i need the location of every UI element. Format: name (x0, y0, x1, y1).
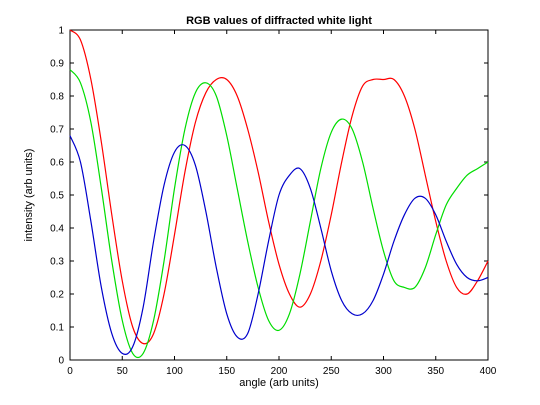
green-series-line (69, 69, 489, 359)
y-tick-label: 0.2 (50, 290, 64, 301)
y-tick-label: 0.1 (50, 323, 64, 334)
y-tick-label: 0.9 (50, 59, 64, 70)
x-tick-label: 200 (271, 366, 288, 377)
y-tick-label: 0.3 (50, 257, 64, 268)
y-tick-label: 0.6 (50, 158, 64, 169)
x-tick-label: 150 (218, 366, 235, 377)
x-tick-label: 100 (166, 366, 183, 377)
y-tick-label: 0.4 (50, 224, 64, 235)
x-tick-label: 250 (323, 366, 340, 377)
x-tick-label: 400 (480, 366, 497, 377)
chart-title: RGB values of diffracted white light (186, 15, 372, 27)
x-tick-label: 300 (375, 366, 392, 377)
y-tick-label: 0.5 (50, 191, 64, 202)
x-tick-label: 0 (67, 366, 73, 377)
y-tick-label: 0.8 (50, 92, 64, 103)
x-tick-label: 350 (427, 366, 444, 377)
axis-ticks: 0 50 100 150 200 250 300 350 400 0 0.1 0.2 0.3 0.4 0.5… (50, 26, 497, 378)
y-tick-label: 0 (58, 356, 64, 367)
x-tick-label: 50 (117, 366, 129, 377)
blue-series-line (69, 135, 489, 355)
y-axis-label: intensity (arb units) (23, 149, 35, 242)
y-tick-label: 1 (58, 26, 64, 37)
red-series-line (69, 29, 489, 345)
y-tick-label: 0.7 (50, 125, 64, 136)
x-axis-label: angle (arb units) (239, 377, 319, 389)
series-lines (69, 29, 489, 359)
